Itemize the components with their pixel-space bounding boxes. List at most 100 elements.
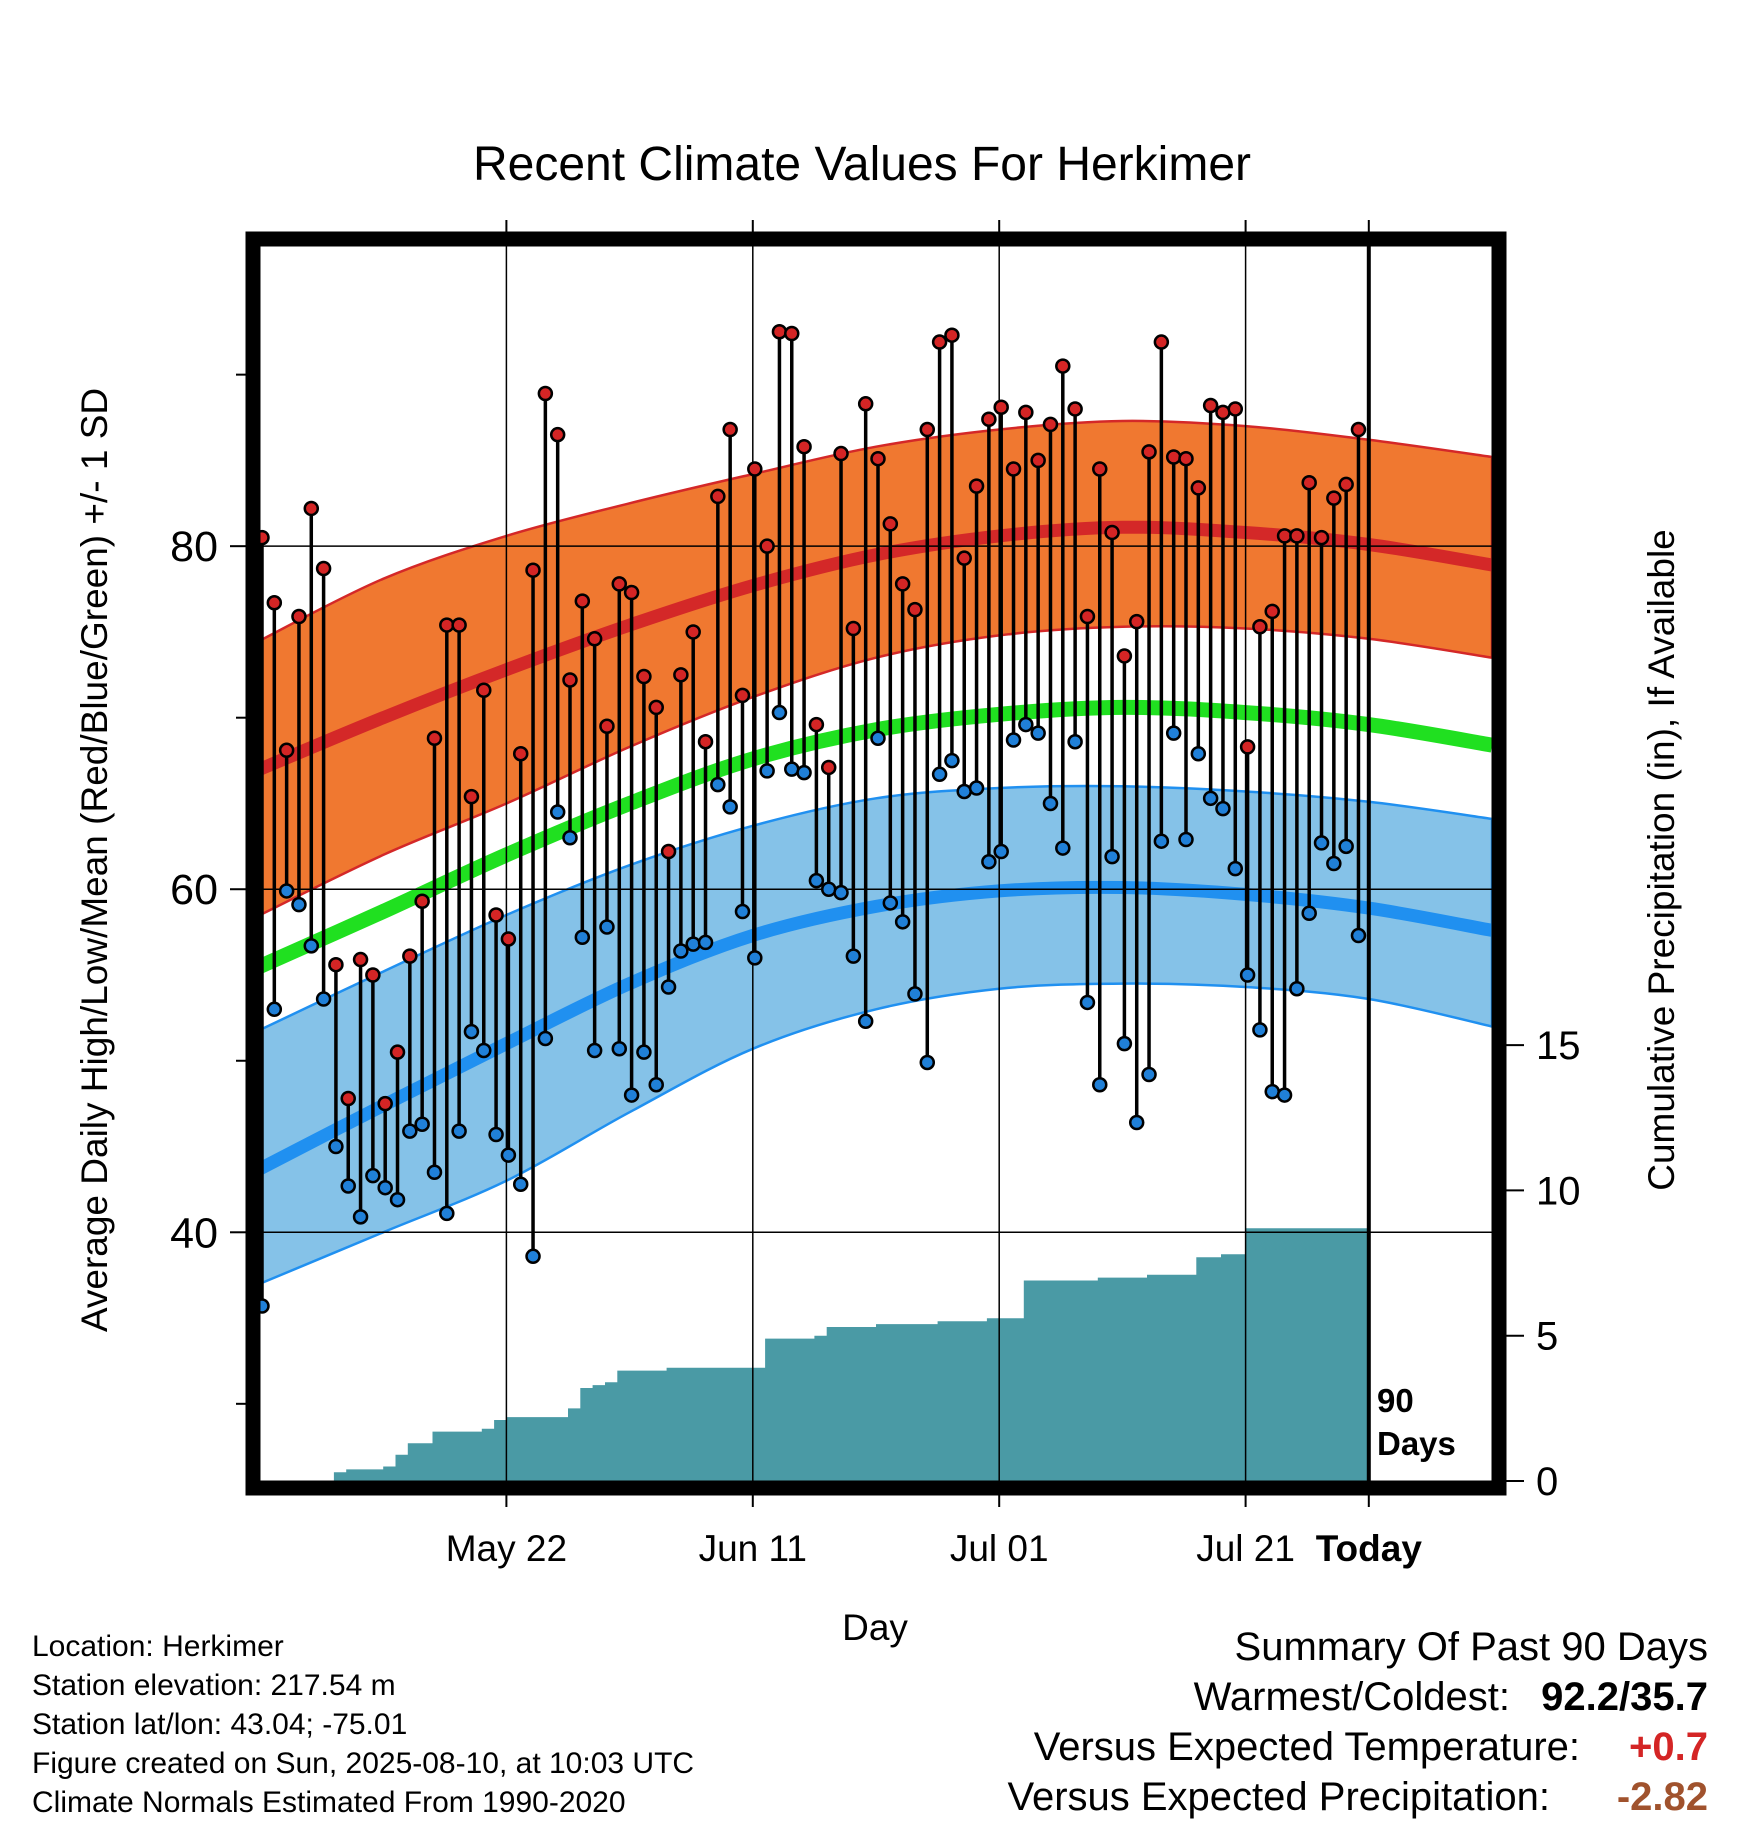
daily-low-point [747, 950, 763, 966]
y-tick-label: 80 [170, 523, 218, 571]
daily-low-point [1104, 848, 1120, 865]
daily-low-point [1067, 733, 1083, 750]
daily-high-point [439, 617, 455, 633]
daily-low-point [1301, 905, 1317, 921]
daily-high-point [771, 324, 788, 340]
x-tick-label: Jun 11 [699, 1528, 807, 1569]
daily-high-point [291, 608, 307, 625]
daily-low-point [1313, 835, 1330, 851]
daily-high-point [525, 562, 541, 578]
daily-high-point [512, 745, 529, 762]
warmest-coldest-value: 92.2/35.7 [1541, 1675, 1708, 1719]
today-marker-label-line1: 90 [1377, 1382, 1414, 1419]
daily-high-point [1067, 401, 1083, 417]
daily-low-point [1018, 716, 1034, 733]
daily-low-point [1141, 1066, 1157, 1083]
daily-low-point [623, 1087, 640, 1103]
y2-tick-label: 5 [1536, 1315, 1558, 1359]
daily-high-point [944, 327, 960, 343]
daily-high-point [260, 529, 270, 546]
daily-low-point [1092, 1077, 1108, 1093]
daily-low-point [426, 1164, 443, 1180]
warmest-coldest-row: Warmest/Coldest: 92.2/35.7 [1007, 1672, 1708, 1722]
normals-text: Climate Normals Estimated From 1990-2020 [32, 1786, 626, 1819]
latlon-text: Station lat/lon: 43.04; -75.01 [32, 1708, 408, 1741]
daily-high-point [1153, 334, 1170, 350]
daily-low-point [845, 948, 862, 964]
daily-low-point [451, 1123, 467, 1139]
daily-high-point [636, 668, 652, 685]
daily-low-point [660, 979, 677, 995]
daily-high-point [993, 399, 1009, 415]
daily-low-point [796, 764, 812, 781]
daily-low-point [1030, 725, 1046, 741]
daily-high-point [660, 843, 677, 860]
daily-high-point [796, 438, 812, 455]
daily-low-point [414, 1116, 430, 1132]
daily-high-point [1116, 648, 1133, 664]
daily-high-point [1030, 452, 1046, 469]
daily-high-point [956, 550, 972, 566]
y2-axis-label: Cumulative Precipitation (in), If Availa… [1641, 529, 1682, 1191]
daily-high-point [759, 538, 775, 554]
daily-high-point [1276, 528, 1293, 544]
chart-title: Recent Climate Values For Herkimer [473, 138, 1251, 191]
daily-low-point [1116, 1035, 1133, 1052]
daily-high-point [1215, 404, 1231, 421]
daily-low-point [1128, 1114, 1145, 1131]
daily-high-point [365, 967, 381, 983]
daily-high-point [377, 1095, 393, 1112]
daily-low-point [685, 936, 701, 952]
daily-high-point [340, 1090, 356, 1107]
high-sd-band [260, 419, 1492, 917]
summary-panel: Summary Of Past 90 Days Warmest/Coldest:… [1007, 1622, 1708, 1822]
daily-high-point [414, 893, 430, 909]
daily-low-point [673, 943, 689, 959]
daily-high-point [808, 716, 825, 733]
daily-low-point [389, 1191, 406, 1208]
daily-high-point [833, 445, 849, 462]
daily-low-point [611, 1041, 628, 1057]
daily-high-point [784, 325, 800, 342]
daily-low-point [377, 1179, 393, 1196]
daily-high-point [463, 788, 480, 805]
daily-high-point [599, 718, 615, 735]
precip-versus-label: Versus Expected Precipitation: [1007, 1775, 1550, 1819]
daily-high-point [500, 931, 517, 947]
daily-high-point [586, 631, 603, 647]
elevation-text: Station elevation: 217.54 m [32, 1669, 396, 1702]
y-tick-label: 60 [170, 866, 218, 914]
daily-low-point [857, 1013, 874, 1030]
daily-high-point [303, 500, 320, 517]
precip-area [321, 1228, 1369, 1481]
daily-low-point [365, 1167, 381, 1184]
daily-high-point [747, 461, 763, 477]
x-tick-label: Jul 21 [1196, 1528, 1295, 1569]
daily-high-point [685, 624, 701, 640]
daily-low-point [1326, 855, 1342, 872]
daily-high-point [1092, 461, 1108, 477]
y2-tick-label: 15 [1536, 1024, 1581, 1068]
daily-low-point [870, 730, 886, 747]
x-tick-label: Today [1316, 1528, 1423, 1569]
daily-low-point [956, 783, 972, 800]
daily-high-point [352, 951, 369, 968]
daily-low-point [1153, 833, 1170, 849]
daily-low-point [537, 1030, 554, 1047]
plot-frame [245, 231, 1507, 1496]
daily-low-point [1005, 732, 1022, 748]
daily-low-point [1190, 745, 1207, 762]
daily-high-point [710, 488, 726, 505]
daily-low-point [1350, 927, 1367, 944]
daily-low-point [1215, 800, 1231, 817]
daily-high-point [476, 682, 492, 699]
daily-high-point [549, 426, 566, 443]
x-axis-label: Day [842, 1607, 908, 1648]
daily-low-point [710, 776, 726, 793]
daily-low-point [476, 1042, 492, 1059]
today-marker-label-line2: Days [1377, 1425, 1456, 1462]
y-tick-label: 40 [170, 1209, 218, 1257]
daily-low-point [340, 1178, 356, 1194]
daily-low-point [931, 766, 948, 783]
daily-high-point [1350, 421, 1367, 438]
